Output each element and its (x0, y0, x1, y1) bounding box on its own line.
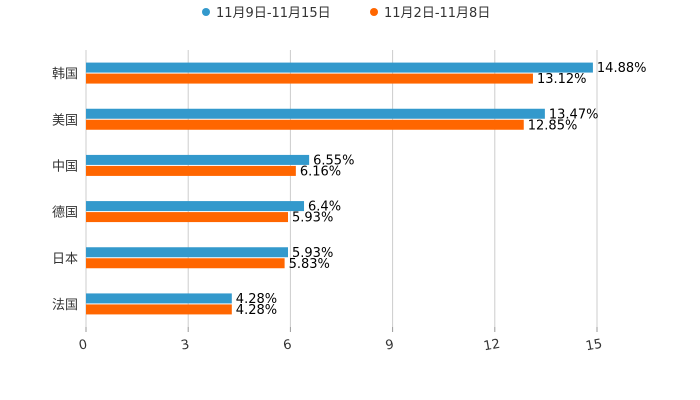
grid (85, 50, 598, 327)
x-tick-label-4: 12 (482, 337, 501, 355)
data-label-s0-4: 5.93% (292, 246, 333, 261)
bars: 14.88%13.12%13.47%12.85%6.55%6.16%6.4%5.… (86, 61, 646, 318)
bar-s0-0 (86, 62, 593, 73)
bar-s0-4 (86, 247, 289, 258)
data-label-s0-2: 6.55% (313, 153, 354, 168)
x-tick-label-0: 0 (78, 337, 89, 353)
bar-s1-3 (86, 212, 289, 223)
data-label-s0-5: 4.28% (236, 292, 277, 307)
bar-s1-5 (86, 304, 232, 315)
bar-s0-3 (86, 201, 305, 212)
legend-label-0: 11月9日-11月15日 (216, 6, 331, 21)
x-tick-label-5: 15 (585, 337, 604, 355)
data-label-s0-3: 6.4% (308, 200, 341, 215)
x-tick-label-3: 9 (384, 337, 395, 353)
data-label-s1-0: 13.12% (537, 72, 587, 87)
category-label-1: 美国 (52, 113, 78, 128)
data-label-s1-4: 5.83% (289, 257, 330, 272)
bar-s1-4 (86, 258, 285, 269)
category-label-2: 中国 (52, 159, 78, 174)
legend-label-1: 11月2日-11月8日 (384, 6, 490, 21)
bar-s1-0 (86, 73, 533, 84)
x-tick-label-2: 6 (282, 337, 293, 353)
data-label-s1-1: 12.85% (528, 118, 578, 133)
bar-s0-1 (86, 108, 545, 119)
data-label-s1-2: 6.16% (300, 164, 341, 179)
legend-marker-0 (202, 8, 210, 16)
category-label-4: 日本 (52, 252, 78, 267)
category-label-5: 法国 (52, 298, 78, 313)
legend-marker-1 (370, 8, 378, 16)
data-label-s1-5: 4.28% (236, 303, 277, 318)
x-tick-label-1: 3 (180, 337, 191, 353)
data-label-s0-1: 13.47% (549, 107, 599, 122)
bar-s0-5 (86, 293, 232, 304)
data-label-s1-3: 5.93% (292, 211, 333, 226)
bar-s1-2 (86, 165, 296, 176)
category-label-0: 韩国 (52, 67, 78, 82)
bar-s0-2 (86, 154, 310, 165)
x-axis: 0 3 6 9 12 15 (78, 327, 604, 354)
category-label-3: 德国 (52, 206, 78, 221)
data-label-s0-0: 14.88% (597, 61, 647, 76)
legend: 11月9日-11月15日 11月2日-11月8日 (202, 6, 490, 21)
bar-s1-1 (86, 119, 524, 130)
